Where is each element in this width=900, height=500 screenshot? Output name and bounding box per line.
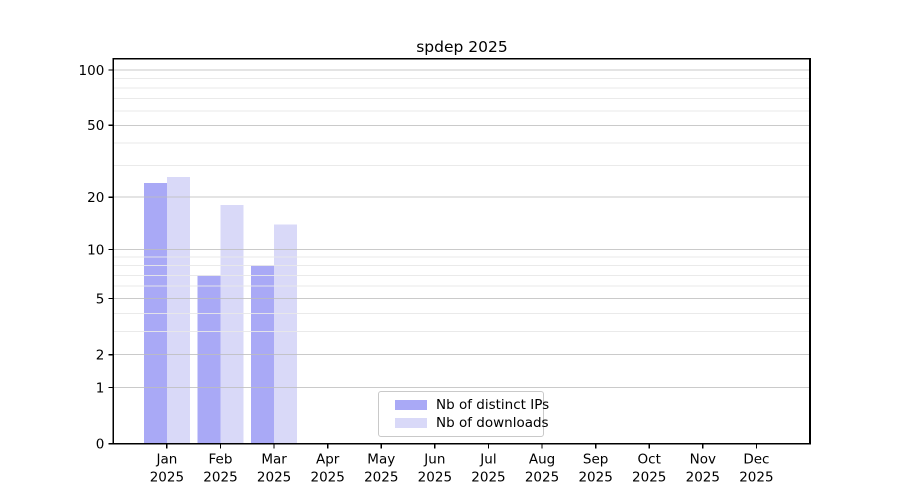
y-tick-label: 2 — [96, 347, 105, 363]
x-tick-label: Dec 2025 — [739, 452, 773, 486]
legend-item-downloads: Nb of downloads — [395, 414, 549, 432]
legend-label-distinct-ips: Nb of distinct IPs — [436, 396, 550, 413]
y-tick-label: 50 — [87, 118, 104, 134]
bar-downloads-feb — [220, 205, 244, 444]
x-tick-label: Oct 2025 — [632, 452, 666, 486]
legend-item-distinct-ips: Nb of distinct IPs — [395, 396, 549, 414]
bar-downloads-mar — [274, 224, 298, 444]
y-tick-label: 20 — [87, 190, 104, 206]
legend-label-downloads: Nb of downloads — [436, 415, 549, 432]
x-tick-label: Jan 2025 — [150, 452, 184, 486]
x-tick-label: Apr 2025 — [310, 452, 344, 486]
chart-title: spdep 2025 — [416, 38, 508, 56]
plot-border — [112, 57, 811, 445]
y-tick-label: 0 — [96, 436, 105, 452]
legend: Nb of distinct IPs Nb of downloads — [378, 391, 549, 437]
bar-downloads-jan — [166, 176, 190, 444]
x-tick-label: Sep 2025 — [578, 452, 612, 486]
y-tick-label: 100 — [79, 63, 105, 79]
x-tick-label: Feb 2025 — [203, 452, 237, 486]
x-tick-label: Nov 2025 — [686, 452, 720, 486]
legend-swatch-downloads — [395, 418, 427, 429]
x-tick-label: Jul 2025 — [471, 452, 505, 486]
x-tick-label: May 2025 — [364, 452, 398, 486]
y-tick-label: 1 — [96, 380, 105, 396]
x-tick-label: Mar 2025 — [257, 452, 291, 486]
x-tick-label: Aug 2025 — [525, 452, 559, 486]
y-tick-label: 5 — [96, 291, 105, 307]
legend-swatch-distinct-ips — [395, 399, 427, 410]
x-tick-label: Jun 2025 — [418, 452, 452, 486]
bar-distinct-ips-feb — [197, 275, 221, 444]
y-tick-label: 10 — [87, 242, 104, 258]
